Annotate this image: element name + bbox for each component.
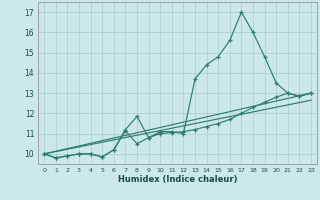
X-axis label: Humidex (Indice chaleur): Humidex (Indice chaleur) bbox=[118, 175, 237, 184]
